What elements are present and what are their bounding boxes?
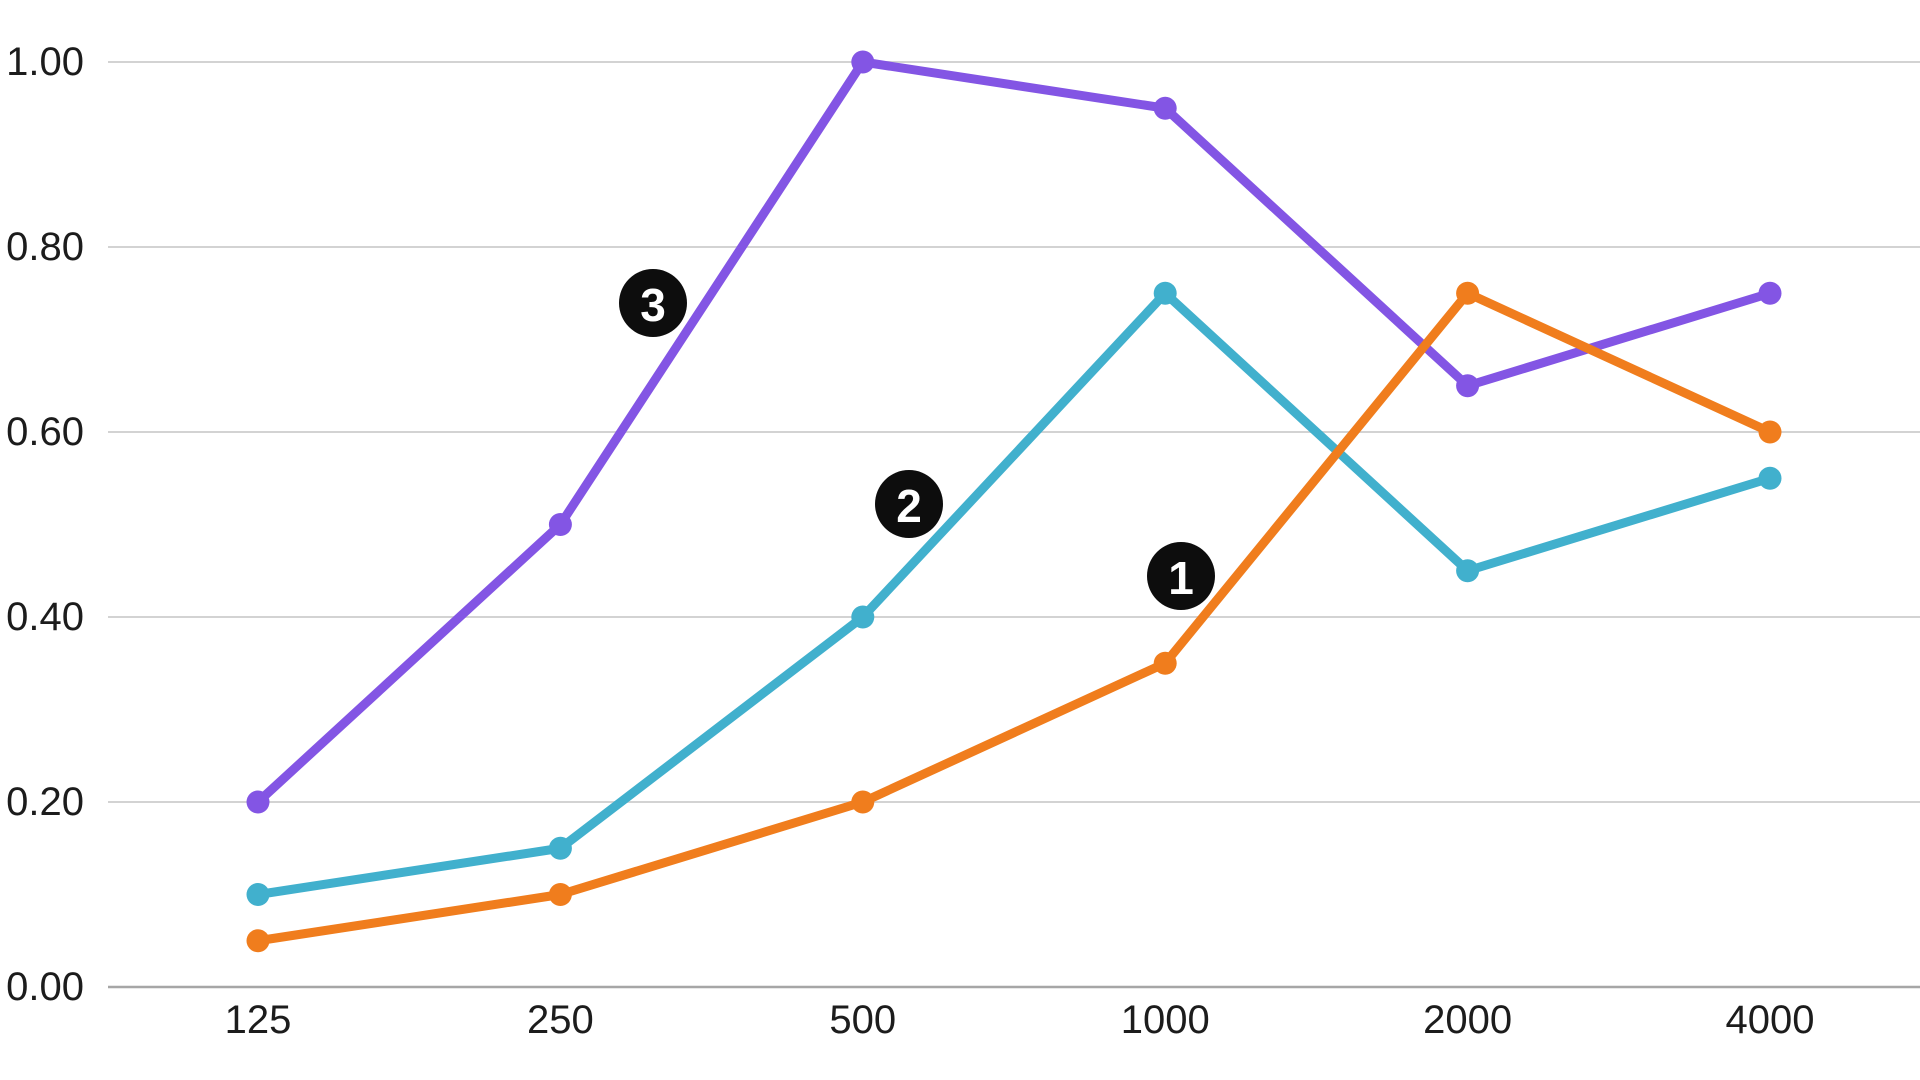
series-point-1 <box>246 929 270 953</box>
series-point-3 <box>548 513 572 536</box>
annotation-badge-3 <box>619 269 687 337</box>
series-point-2 <box>246 883 270 906</box>
x-tick-label: 1000 <box>1121 998 1210 1042</box>
series-point-2 <box>1456 559 1480 583</box>
annotation-badge-label-1: 1 <box>1168 552 1194 604</box>
series-point-3 <box>1153 96 1177 120</box>
series-line-2 <box>253 288 1775 899</box>
y-tick-label: 1.00 <box>6 40 84 84</box>
y-tick-label: 0.20 <box>6 780 84 824</box>
x-tick-label: 2000 <box>1423 998 1512 1042</box>
y-tick-label: 0.40 <box>6 595 84 639</box>
series-point-2 <box>851 605 875 629</box>
y-tick-label: 0.60 <box>6 410 84 454</box>
series-point-1 <box>1758 420 1782 444</box>
series-point-3 <box>1456 374 1480 398</box>
annotation-badge-label-3: 3 <box>640 279 666 331</box>
y-tick-label: 0.80 <box>6 225 84 269</box>
series-point-2 <box>1758 466 1782 490</box>
series-point-1 <box>1456 281 1480 305</box>
series-point-2 <box>1153 281 1177 305</box>
x-tick-label: 250 <box>527 998 594 1042</box>
series-point-3 <box>246 790 270 814</box>
series-point-1 <box>851 790 875 814</box>
x-tick-label: 125 <box>225 998 292 1042</box>
series-point-1 <box>548 883 572 906</box>
series-point-2 <box>548 836 572 860</box>
series-line-3 <box>253 57 1775 807</box>
y-tick-label: 0.00 <box>6 965 84 1009</box>
series-point-1 <box>1153 651 1177 675</box>
annotation-badge-label-2: 2 <box>896 480 922 532</box>
x-tick-label: 500 <box>829 998 896 1042</box>
series-point-3 <box>851 50 875 74</box>
x-tick-label: 4000 <box>1726 998 1815 1042</box>
annotation-badge-2 <box>875 470 943 538</box>
annotation-badge-1 <box>1147 542 1215 610</box>
series-point-3 <box>1758 281 1782 305</box>
series-line-1 <box>253 288 1775 946</box>
